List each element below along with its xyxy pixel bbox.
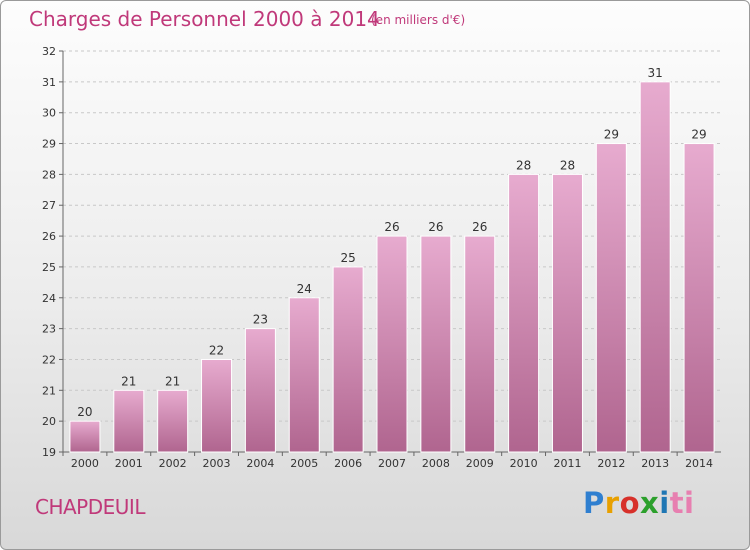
bar bbox=[420, 235, 452, 453]
data-label: 20 bbox=[77, 405, 92, 419]
x-tick-label: 2002 bbox=[159, 457, 187, 470]
chart-title: Charges de Personnel 2000 à 2014 bbox=[29, 7, 380, 31]
y-tick-label: 29 bbox=[42, 138, 56, 151]
y-tick-label: 19 bbox=[42, 446, 56, 459]
data-label: 21 bbox=[165, 374, 180, 388]
y-tick-label: 22 bbox=[42, 353, 56, 366]
chart-subtitle: (en milliers d'€) bbox=[371, 13, 466, 27]
x-tick-label: 2012 bbox=[597, 457, 625, 470]
y-tick-label: 32 bbox=[42, 45, 56, 58]
logo-letter: ti bbox=[669, 486, 695, 520]
x-tick-label: 2013 bbox=[641, 457, 669, 470]
data-label: 25 bbox=[340, 251, 355, 265]
data-label: 26 bbox=[472, 220, 487, 234]
y-tick-label: 28 bbox=[42, 168, 56, 181]
y-tick-label: 20 bbox=[42, 415, 56, 428]
x-tick-label: 2001 bbox=[115, 457, 143, 470]
data-label: 26 bbox=[384, 220, 399, 234]
logo-letter: P bbox=[583, 486, 605, 520]
y-tick-label: 24 bbox=[42, 292, 56, 305]
commune-name: CHAPDEUIL bbox=[35, 495, 145, 519]
x-tick-label: 2005 bbox=[290, 457, 318, 470]
bar bbox=[113, 389, 145, 453]
x-tick-label: 2000 bbox=[71, 457, 99, 470]
x-tick-label: 2011 bbox=[553, 457, 581, 470]
x-tick-label: 2003 bbox=[203, 457, 231, 470]
y-tick-label: 25 bbox=[42, 261, 56, 274]
bar bbox=[639, 81, 671, 453]
y-tick-label: 27 bbox=[42, 199, 56, 212]
logo-letter: i bbox=[659, 486, 670, 520]
bar bbox=[551, 173, 583, 453]
y-tick-label: 23 bbox=[42, 323, 56, 336]
bar bbox=[683, 143, 715, 453]
y-tick-label: 26 bbox=[42, 230, 56, 243]
x-tick-label: 2014 bbox=[685, 457, 713, 470]
x-tick-label: 2007 bbox=[378, 457, 406, 470]
value-labels: 20 21 21 22 23 24 25 26 26 26 28 28 29 31 29 bbox=[77, 66, 706, 419]
bar bbox=[288, 297, 320, 453]
bar bbox=[69, 420, 101, 453]
logo-letter: o bbox=[619, 486, 641, 520]
x-tick-label: 2010 bbox=[510, 457, 538, 470]
y-tick-label: 31 bbox=[42, 76, 56, 89]
logo-letter: r bbox=[604, 486, 620, 520]
bar bbox=[464, 235, 496, 453]
proxiti-logo: Proxiti bbox=[583, 486, 695, 520]
bar bbox=[157, 389, 189, 453]
data-label: 24 bbox=[297, 282, 312, 296]
data-label: 26 bbox=[428, 220, 443, 234]
axes: 19 20 21 22 23 24 25 26 27 28 29 30 31 32 2000 2001 2002… bbox=[42, 45, 721, 470]
data-label: 29 bbox=[604, 128, 619, 142]
x-tick-label: 2009 bbox=[466, 457, 494, 470]
data-label: 22 bbox=[209, 343, 224, 357]
bar bbox=[595, 143, 627, 453]
bar bbox=[508, 173, 540, 453]
data-label: 28 bbox=[516, 158, 531, 172]
bar bbox=[201, 358, 233, 453]
data-label: 31 bbox=[648, 66, 663, 80]
data-label: 21 bbox=[121, 374, 136, 388]
x-tick-label: 2008 bbox=[422, 457, 450, 470]
x-tick-label: 2006 bbox=[334, 457, 362, 470]
bar bbox=[376, 235, 408, 453]
data-label: 23 bbox=[253, 313, 268, 327]
x-tick-label: 2004 bbox=[246, 457, 274, 470]
bars bbox=[69, 81, 715, 453]
bar bbox=[244, 328, 276, 453]
bar bbox=[332, 266, 364, 453]
data-label: 28 bbox=[560, 158, 575, 172]
y-tick-label: 30 bbox=[42, 107, 56, 120]
data-label: 29 bbox=[691, 128, 706, 142]
y-tick-label: 21 bbox=[42, 384, 56, 397]
logo-letter: x bbox=[640, 486, 660, 520]
